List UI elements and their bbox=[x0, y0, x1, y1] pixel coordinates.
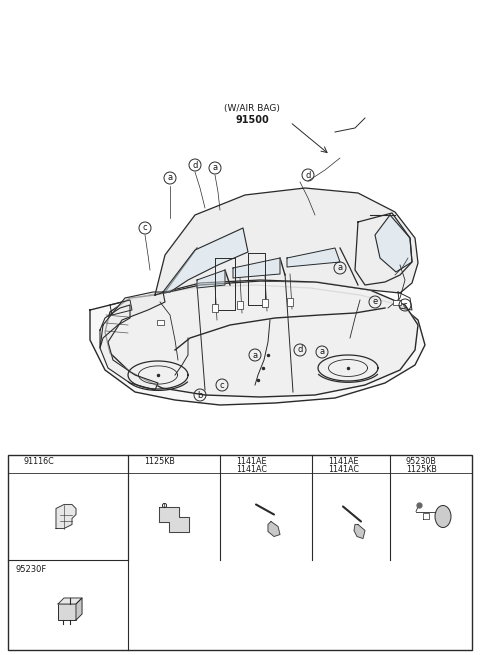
Polygon shape bbox=[56, 504, 76, 529]
Text: 1141AC: 1141AC bbox=[328, 464, 359, 474]
Text: a: a bbox=[319, 348, 324, 356]
Text: 1141AE: 1141AE bbox=[236, 457, 266, 466]
Text: a: a bbox=[252, 350, 258, 360]
Text: (W/AIR BAG): (W/AIR BAG) bbox=[224, 103, 280, 113]
Text: 91500: 91500 bbox=[235, 115, 269, 125]
Polygon shape bbox=[76, 598, 82, 620]
Text: 1141AC: 1141AC bbox=[236, 464, 267, 474]
Text: d: d bbox=[192, 160, 198, 170]
Text: b: b bbox=[197, 390, 203, 400]
Polygon shape bbox=[159, 506, 189, 531]
Text: a: a bbox=[13, 460, 18, 468]
Text: 95230B: 95230B bbox=[406, 457, 437, 466]
Bar bbox=[237, 301, 243, 309]
Polygon shape bbox=[354, 525, 365, 538]
Ellipse shape bbox=[435, 506, 451, 527]
Polygon shape bbox=[163, 228, 248, 292]
Text: a: a bbox=[168, 174, 173, 183]
Text: c: c bbox=[403, 301, 408, 310]
Bar bbox=[212, 304, 218, 312]
Text: d: d bbox=[305, 170, 311, 179]
Text: c: c bbox=[143, 223, 147, 233]
Text: d: d bbox=[297, 345, 303, 354]
Text: 1125KB: 1125KB bbox=[144, 457, 175, 466]
Text: 95230F: 95230F bbox=[16, 565, 47, 574]
Text: d: d bbox=[318, 460, 323, 468]
Bar bbox=[8, 455, 472, 650]
Polygon shape bbox=[90, 285, 425, 405]
Text: c: c bbox=[226, 460, 230, 468]
Text: a: a bbox=[213, 164, 217, 172]
Text: e: e bbox=[372, 297, 378, 307]
Polygon shape bbox=[375, 215, 412, 272]
Bar bbox=[262, 299, 268, 307]
Text: b: b bbox=[133, 460, 138, 468]
Polygon shape bbox=[233, 258, 280, 278]
Bar bbox=[393, 300, 401, 305]
Polygon shape bbox=[155, 188, 418, 295]
Text: 1141AE: 1141AE bbox=[328, 457, 359, 466]
Polygon shape bbox=[58, 598, 82, 604]
Bar bbox=[287, 298, 293, 306]
Text: 91116C: 91116C bbox=[24, 457, 55, 466]
Bar bbox=[58, 604, 76, 620]
Polygon shape bbox=[197, 270, 225, 288]
Text: a: a bbox=[337, 263, 343, 272]
Polygon shape bbox=[268, 521, 280, 536]
Bar bbox=[157, 320, 164, 325]
Polygon shape bbox=[105, 281, 418, 397]
Polygon shape bbox=[287, 248, 340, 267]
Text: c: c bbox=[220, 381, 224, 390]
Text: e: e bbox=[396, 460, 400, 468]
Text: 1125KB: 1125KB bbox=[406, 464, 437, 474]
Polygon shape bbox=[100, 292, 165, 390]
